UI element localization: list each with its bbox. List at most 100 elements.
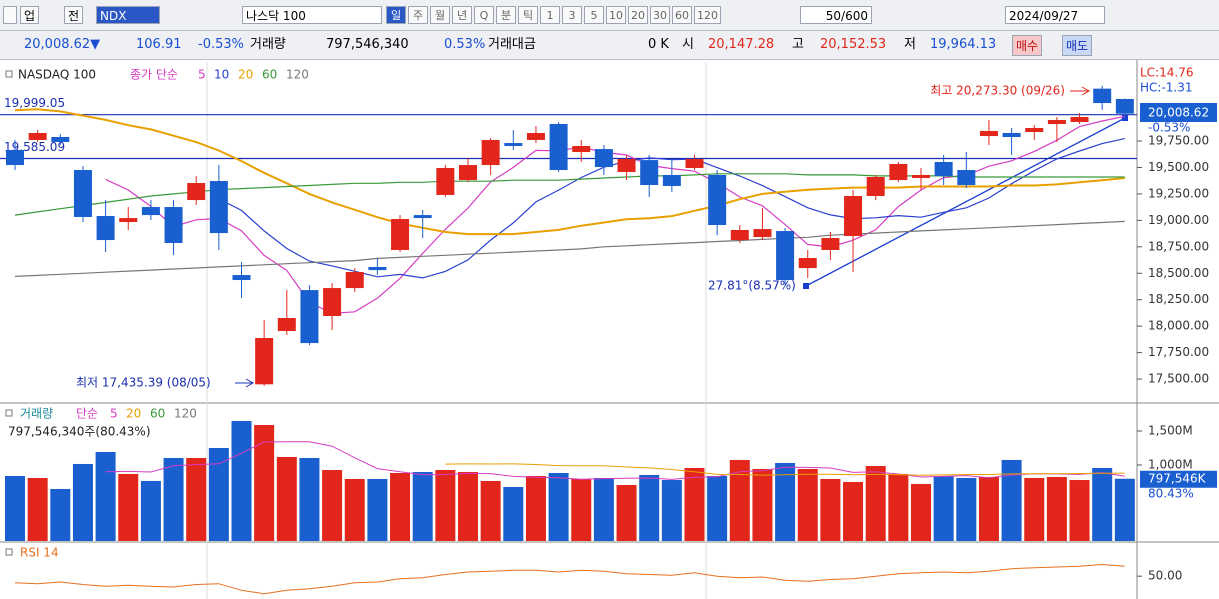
low: 19,964.13	[930, 37, 997, 52]
y-tick-label: 18,000.00	[1148, 319, 1209, 333]
period-button[interactable]: 분	[496, 6, 516, 24]
period-button[interactable]: 60	[672, 6, 692, 24]
candle-body	[1047, 119, 1066, 124]
period-button[interactable]: 년	[452, 6, 472, 24]
ma-legend-period: 20	[238, 68, 253, 82]
icon[interactable]	[3, 6, 17, 24]
volume-bar	[412, 471, 433, 541]
candle-body	[957, 170, 976, 186]
period-button[interactable]: 일	[386, 6, 406, 24]
volume-bar	[276, 456, 297, 541]
candle-body	[141, 207, 160, 216]
candle-body	[889, 163, 908, 181]
candle-body	[459, 165, 477, 181]
candle-body	[1115, 98, 1134, 114]
lc-label: LC:14.76	[1140, 66, 1193, 80]
candle-body	[391, 218, 410, 250]
last-price-box	[1140, 103, 1217, 122]
candle-body	[255, 337, 274, 385]
period-button[interactable]: 1	[540, 6, 560, 24]
candle-body	[481, 139, 500, 166]
volume-ma-line	[105, 441, 1125, 480]
period-button[interactable]: 월	[430, 6, 450, 24]
change-pct: -0.53%	[198, 37, 244, 52]
candle-body	[572, 145, 591, 153]
ma-legend-period: 60	[262, 68, 277, 82]
volume-bar	[344, 478, 365, 541]
period-button[interactable]: 틱	[518, 6, 538, 24]
candle-body	[866, 176, 885, 197]
volume-bar	[820, 478, 841, 541]
volume-bar	[1024, 477, 1045, 541]
toolbar: 업 전 NDX 나스닥 100 일 주 월 년 Q 분 틱 1 3 5 10 20 30 60 120 50…	[0, 0, 1219, 31]
legend-box	[5, 548, 13, 556]
volume-bar	[548, 473, 569, 541]
trend-line	[805, 117, 1126, 287]
volume-bar	[186, 457, 207, 541]
chart-title: NASDAQ 100	[18, 68, 96, 82]
volume-bar	[616, 484, 637, 541]
y-tick-label: 19,000.00	[1148, 213, 1209, 227]
code-input[interactable]: NDX	[96, 6, 160, 24]
rsi-tick-label: 50.00	[1148, 569, 1182, 583]
volume-bar	[865, 466, 886, 541]
volume-bar	[1001, 459, 1022, 541]
candle-body	[821, 238, 840, 250]
high: 20,152.53	[820, 37, 887, 52]
amount: 0 K	[648, 37, 669, 52]
volume-info: 797,546,340주(80.43%)	[8, 425, 151, 439]
period-button[interactable]: 3	[562, 6, 582, 24]
sell-button[interactable]: 매도	[1062, 35, 1093, 56]
volume-ma-period: 5	[110, 407, 118, 421]
low-note: 최저 17,435.39 (08/05)	[76, 376, 211, 390]
volume-bar	[231, 420, 252, 541]
candle-body	[526, 132, 545, 140]
volume-bar	[933, 476, 954, 541]
hc-label: HC:-1.31	[1140, 81, 1193, 95]
high-note: 최고 20,273.30 (09/26)	[930, 84, 1065, 98]
volume-bar	[367, 478, 388, 541]
candle-body	[345, 271, 364, 289]
period-button[interactable]: 5	[584, 6, 604, 24]
candle-body	[96, 216, 115, 241]
prev[interactable]: 전	[64, 6, 84, 24]
volume-bar	[729, 459, 750, 541]
volume-bar	[911, 483, 931, 541]
volume-tick-label: 1,000M	[1148, 457, 1193, 471]
count[interactable]: 50/600	[800, 6, 872, 24]
candle-body	[232, 275, 251, 281]
candle-body	[640, 160, 659, 186]
volume-bar	[208, 447, 229, 541]
ma-legend-period: 120	[286, 68, 309, 82]
volume-bar	[118, 473, 139, 541]
last-volume-box	[1140, 470, 1217, 488]
candle-body	[51, 137, 70, 142]
label: 고	[792, 37, 804, 52]
buy-button[interactable]: 매수	[1012, 35, 1043, 56]
period-button[interactable]: Q	[474, 6, 494, 24]
period-button[interactable]: 30	[650, 6, 670, 24]
volume-bar	[684, 467, 705, 541]
candle-body	[776, 231, 795, 281]
period-button[interactable]: 20	[628, 6, 648, 24]
period-button[interactable]: 10	[606, 6, 626, 24]
ma-legend-period: 10	[214, 68, 229, 82]
last-pct: -0.53%	[1148, 121, 1190, 135]
market[interactable]: 업	[20, 6, 40, 24]
label: 저	[904, 37, 916, 52]
candle-body	[6, 150, 24, 166]
period-button[interactable]: 주	[408, 6, 428, 24]
date[interactable]: 2024/09/27	[1005, 6, 1105, 24]
volume-ma-legend: 단순	[76, 407, 98, 421]
volume-bar	[525, 476, 546, 541]
volume-bar	[95, 452, 116, 541]
volume-bar	[72, 463, 93, 541]
volume-bar	[140, 480, 161, 541]
rsi-line	[14, 563, 1125, 595]
ma-line	[218, 138, 1125, 279]
candle-body	[119, 218, 138, 223]
label: 시	[682, 37, 694, 52]
period-button[interactable]: 120	[694, 6, 721, 24]
